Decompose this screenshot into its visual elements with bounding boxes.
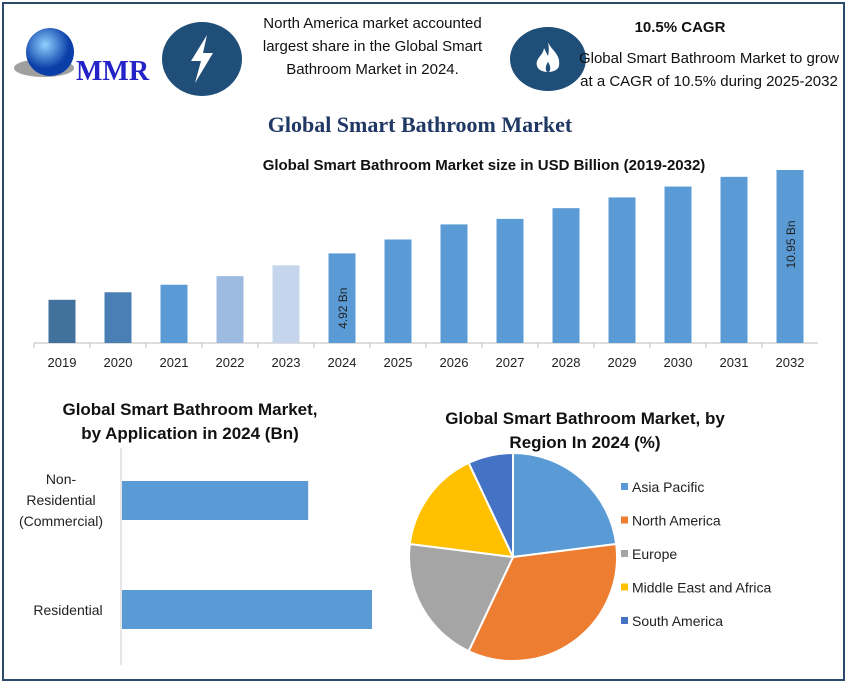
x-tick-label: 2029 (608, 355, 637, 370)
legend-label: Asia Pacific (632, 479, 704, 495)
x-tick-label: 2027 (496, 355, 525, 370)
bar-non-residential-commercial- (122, 481, 309, 520)
bar-2031 (720, 176, 748, 343)
x-tick-label: 2019 (48, 355, 77, 370)
x-tick-label: 2022 (216, 355, 245, 370)
region-pie-chart: Asia Pacific North America Europe Middle Ea… (408, 451, 772, 662)
frame-border (2, 2, 845, 681)
legend-swatch (621, 583, 628, 591)
x-tick-label: 2028 (552, 355, 581, 370)
page-title: Global Smart Bathroom Market (267, 112, 573, 137)
market-size-bar-chart: 2019 2020 2021 2022 2023 2024 4.92 Bn 2025 2026 2… (33, 170, 818, 370)
x-tick-label: 2032 (776, 355, 805, 370)
data-label: 4.92 Bn (336, 288, 350, 329)
application-bar-chart: Non-Residential (Commercial) Residential (19, 448, 372, 665)
flame-icon (510, 27, 586, 91)
x-tick-label: 2020 (104, 355, 133, 370)
bar-2030 (664, 186, 692, 343)
x-tick-label: 2025 (384, 355, 413, 370)
bar-2021 (160, 284, 188, 343)
data-label: 10.95 Bn (784, 220, 798, 268)
pie-slice-asia-pacific (512, 451, 618, 559)
legend-label: South America (632, 613, 723, 629)
bar-2024 (328, 253, 356, 343)
bar-2028 (552, 208, 580, 343)
category-label: Residential (33, 602, 102, 618)
logo-text: MMR (76, 56, 150, 87)
bar-2027 (496, 218, 524, 343)
application-chart-title: Global Smart Bathroom Market, by Applica… (62, 400, 318, 443)
cagr-title: 10.5% CAGR (634, 19, 726, 36)
fact-cagr: Global Smart Bathroom Market to grow at … (578, 50, 840, 90)
bar-2020 (104, 292, 132, 343)
bar-2029 (608, 197, 636, 343)
bar-2025 (384, 239, 412, 343)
category-label: Non-Residential (Commercial) (19, 471, 103, 529)
legend-label: North America (632, 513, 721, 529)
bar-chart-title: Global Smart Bathroom Market size in USD… (262, 157, 706, 174)
x-tick-label: 2024 (328, 355, 357, 370)
bar-residential (122, 590, 372, 629)
bar-2023 (272, 265, 300, 343)
pie-slice-europe (408, 542, 515, 653)
legend-label: Europe (632, 546, 677, 562)
x-tick-label: 2026 (440, 355, 469, 370)
x-tick-label: 2031 (720, 355, 749, 370)
globe-icon (14, 28, 74, 77)
pie-slice-middle-east-and-africa (408, 461, 515, 559)
legend-swatch (621, 516, 628, 524)
legend-label: Middle East and Africa (632, 580, 772, 596)
lightning-icon (162, 22, 242, 96)
x-tick-label: 2023 (272, 355, 301, 370)
x-tick-label: 2021 (160, 355, 189, 370)
x-tick-label: 2030 (664, 355, 693, 370)
bar-2019 (48, 299, 76, 343)
legend-swatch (621, 550, 628, 557)
bar-2022 (216, 276, 244, 343)
mmr-logo: MMR (14, 26, 159, 88)
region-chart-title: Global Smart Bathroom Market, by Region … (445, 409, 725, 452)
fact-north-america: North America market accounted largest s… (262, 15, 483, 78)
bar-2026 (440, 224, 468, 343)
bar-2032 (776, 170, 804, 343)
legend-swatch (621, 483, 628, 490)
legend-swatch (621, 617, 628, 624)
pie-slice-south-america (467, 451, 514, 558)
